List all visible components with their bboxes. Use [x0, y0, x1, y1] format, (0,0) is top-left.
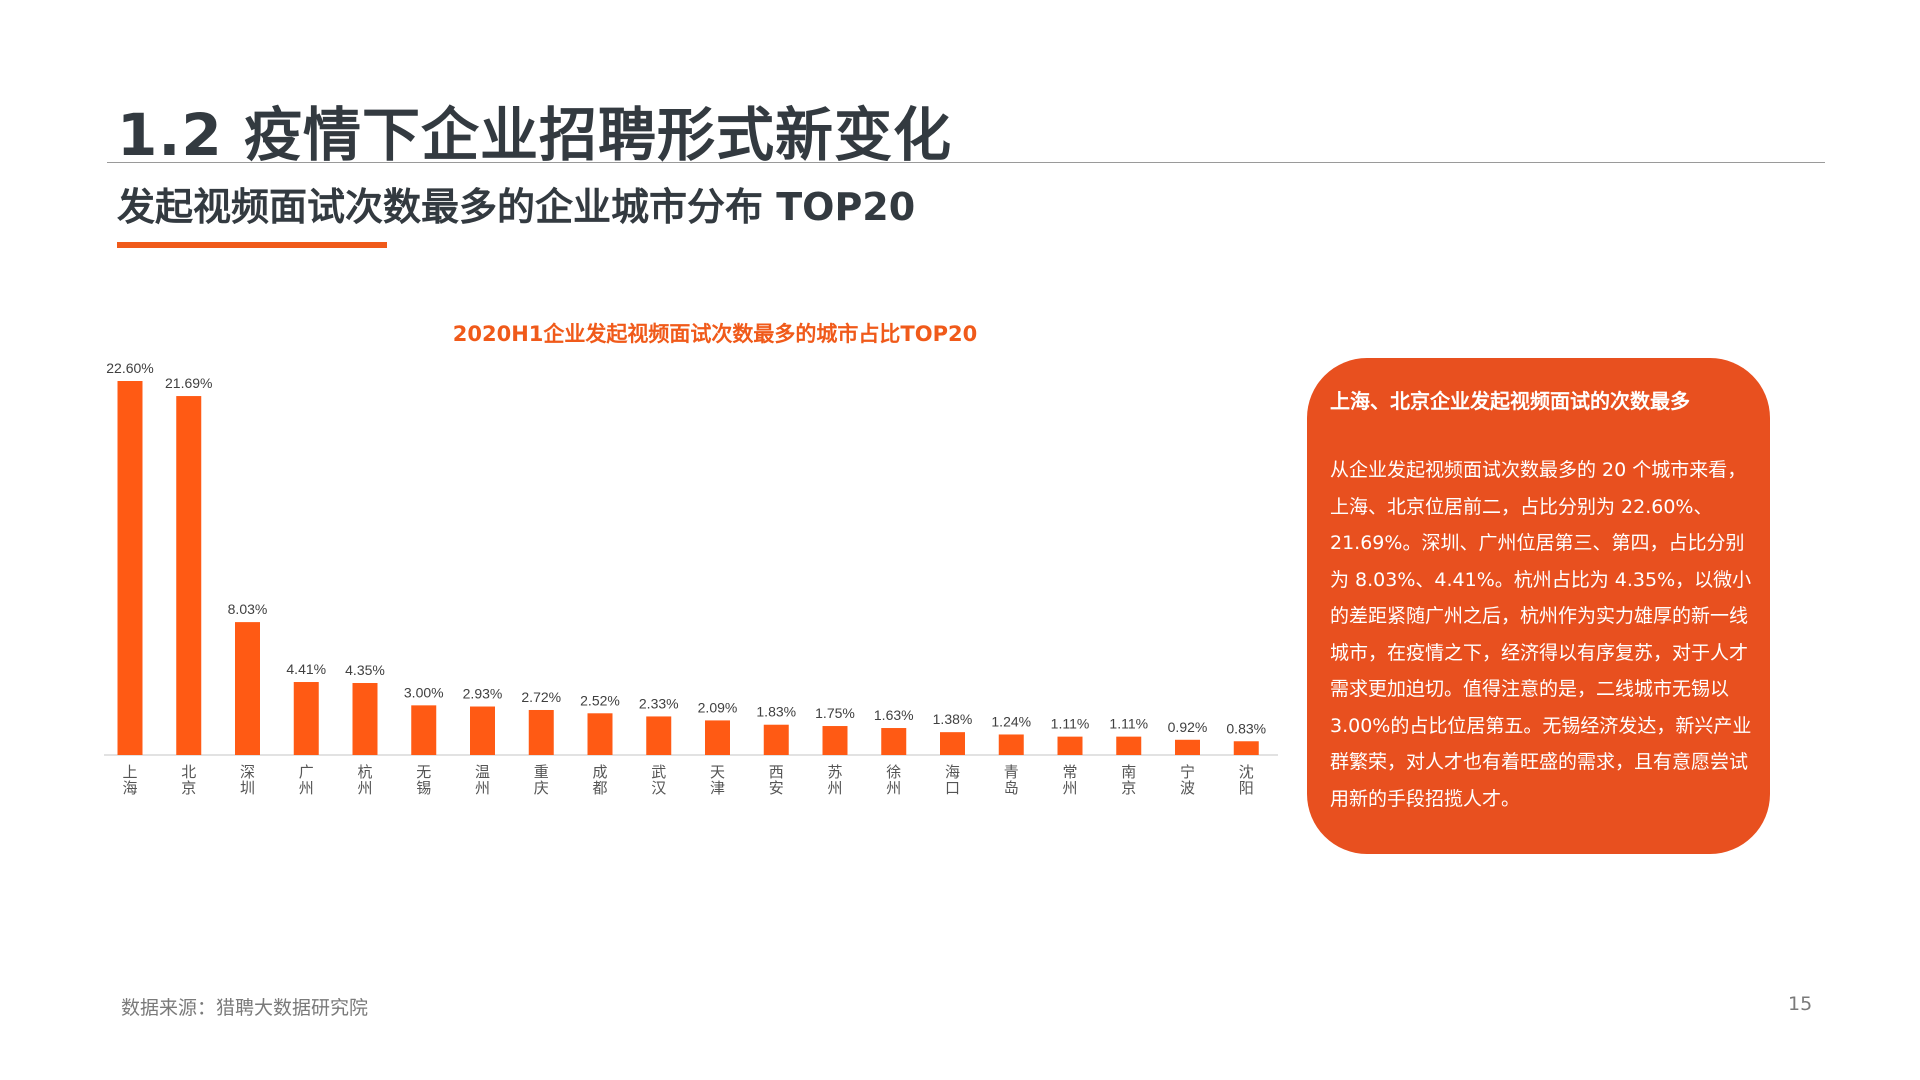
- bar-value-label: 2.33%: [639, 695, 679, 711]
- bar-chart: 22.60% 上海 21.69% 北京 8.03% 深圳 4.41% 广州 4.35% 杭州 3.0…: [104, 360, 1278, 797]
- bar-7: [528, 709, 554, 755]
- bar-1: [176, 396, 202, 755]
- category-tick-label: 西安: [769, 763, 784, 797]
- bar-2: [235, 622, 260, 755]
- bar-6: [470, 706, 495, 755]
- bar-value-label: 2.93%: [463, 686, 503, 702]
- bar-11: [763, 724, 789, 755]
- slide-subtitle: 发起视频面试次数最多的企业城市分布 TOP20: [117, 185, 916, 229]
- bar-12: [822, 726, 848, 755]
- category-tick-label: 北京: [181, 763, 196, 797]
- category-tick-label: 上海: [122, 763, 137, 797]
- category-tick-label: 宁波: [1180, 763, 1195, 797]
- bar-value-label: 1.63%: [874, 707, 914, 723]
- category-tick-label: 南京: [1121, 763, 1136, 797]
- data-source-note: 数据来源：猎聘大数据研究院: [121, 997, 369, 1019]
- category-tick-label: 海口: [945, 763, 960, 797]
- bar-16: [1057, 736, 1083, 755]
- bar-5: [411, 705, 437, 755]
- category-tick-label: 天津: [710, 763, 725, 797]
- category-tick-label: 重庆: [534, 763, 549, 797]
- bar-value-label: 22.60%: [106, 360, 153, 376]
- bar-18: [1175, 739, 1200, 755]
- bar-13: [881, 728, 907, 755]
- bars-layer: 22.60% 上海 21.69% 北京 8.03% 深圳 4.41% 广州 4.35% 杭州 3.0…: [106, 360, 1266, 797]
- bar-9: [646, 716, 672, 755]
- bar-0: [117, 381, 143, 755]
- page-number: 15: [1788, 993, 1813, 1015]
- bar-value-label: 21.69%: [165, 375, 212, 391]
- bar-8: [587, 713, 613, 755]
- category-tick-label: 杭州: [357, 763, 372, 797]
- bar-value-label: 1.24%: [991, 713, 1031, 729]
- category-tick-label: 青岛: [1004, 763, 1019, 797]
- title-divider: [107, 162, 1825, 163]
- category-tick-label: 武汉: [651, 763, 666, 797]
- bar-3: [293, 682, 319, 755]
- bar-value-label: 1.11%: [1051, 716, 1090, 732]
- bar-4: [352, 683, 378, 755]
- bar-value-label: 1.75%: [815, 705, 855, 721]
- category-tick-label: 常州: [1062, 763, 1077, 797]
- bar-value-label: 0.83%: [1226, 720, 1266, 736]
- bar-17: [1116, 736, 1142, 755]
- bar-value-label: 1.38%: [933, 711, 973, 727]
- subtitle-accent-bar: [117, 242, 387, 248]
- category-tick-label: 温州: [475, 763, 490, 797]
- chart-title: 2020H1企业发起视频面试次数最多的城市占比TOP20: [452, 322, 978, 346]
- bar-value-label: 4.35%: [345, 662, 385, 678]
- card-heading: 上海、北京企业发起视频面试的次数最多: [1330, 389, 1690, 413]
- bar-value-label: 4.41%: [286, 661, 326, 677]
- card-body-text: 从企业发起视频面试次数最多的 20 个城市来看，上海、北京位居前二，占比分别为 …: [1330, 459, 1752, 810]
- bar-value-label: 3.00%: [404, 684, 444, 700]
- bar-15: [998, 734, 1024, 755]
- summary-card: 上海、北京企业发起视频面试的次数最多 从企业发起视频面试次数最多的 20 个城市…: [1307, 358, 1770, 854]
- category-tick-label: 无锡: [416, 763, 431, 797]
- category-tick-label: 成都: [592, 763, 607, 797]
- bar-value-label: 0.92%: [1168, 719, 1208, 735]
- bar-14: [940, 732, 965, 755]
- category-tick-label: 苏州: [827, 763, 842, 797]
- category-tick-label: 沈阳: [1239, 763, 1254, 797]
- slide-title: 1.2 疫情下企业招聘形式新变化: [117, 101, 952, 169]
- bar-value-label: 8.03%: [228, 601, 268, 617]
- bar-value-label: 2.52%: [580, 692, 620, 708]
- category-tick-label: 徐州: [886, 763, 901, 797]
- bar-value-label: 1.83%: [756, 704, 796, 720]
- category-tick-label: 广州: [299, 763, 314, 797]
- bar-value-label: 1.11%: [1109, 716, 1148, 732]
- bar-value-label: 2.72%: [521, 689, 561, 705]
- bar-19: [1233, 741, 1259, 755]
- category-tick-label: 深圳: [240, 763, 255, 797]
- bar-value-label: 2.09%: [698, 699, 738, 715]
- bar-10: [705, 720, 730, 755]
